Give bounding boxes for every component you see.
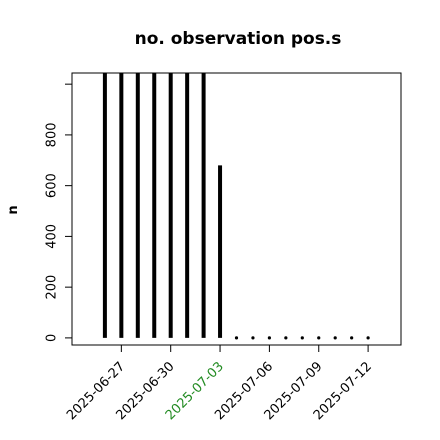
point	[267, 336, 271, 340]
point	[234, 336, 239, 340]
y-tick-label: 0	[45, 334, 60, 342]
point	[317, 336, 321, 340]
chart-title: no. observation pos.s	[135, 29, 342, 49]
y-tick-label: 200	[45, 275, 60, 300]
y-axis-label: n	[6, 205, 21, 214]
point	[366, 336, 370, 340]
y-tick-label: 800	[45, 122, 60, 147]
point	[333, 336, 337, 340]
y-tick-label: 400	[45, 224, 60, 249]
y-tick-label: 600	[45, 173, 60, 198]
point	[300, 336, 304, 340]
point	[284, 336, 288, 340]
point	[350, 336, 354, 340]
point	[251, 336, 255, 340]
